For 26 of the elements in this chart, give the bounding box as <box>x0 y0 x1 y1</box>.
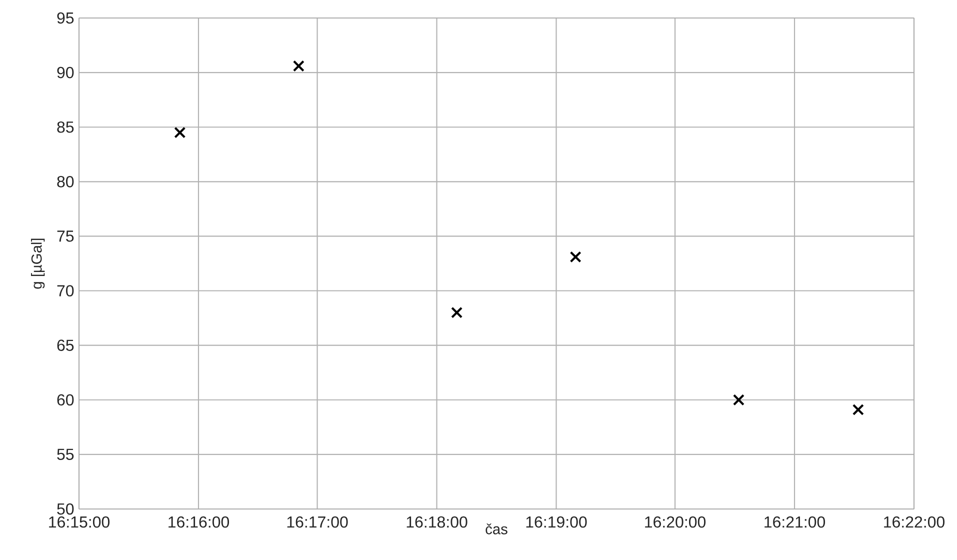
point <box>570 251 582 263</box>
x-axis-title: čas <box>486 524 508 534</box>
x-tick-label: 16:19:00 <box>526 516 587 528</box>
y-tick-label: 50 <box>57 503 74 515</box>
y-tick-label: 80 <box>57 176 74 188</box>
y-tick-label: 90 <box>57 66 74 78</box>
x-tick-label: 16:22:00 <box>884 516 945 528</box>
y-tick-label: 55 <box>57 448 74 460</box>
y-tick-label: 60 <box>57 394 74 406</box>
x-tick-label: 16:17:00 <box>287 516 348 528</box>
x-tick-label: 16:21:00 <box>764 516 826 528</box>
x-tick-label: 16:16:00 <box>168 516 230 528</box>
point <box>852 404 864 416</box>
point <box>451 306 463 318</box>
x-tick-label: 16:18:00 <box>406 516 468 528</box>
y-axis-title: g [µGal] <box>31 238 45 289</box>
y-tick-label: 75 <box>57 230 74 242</box>
point <box>174 126 186 138</box>
y-tick-label: 85 <box>57 121 74 133</box>
point <box>292 60 304 72</box>
point <box>732 394 744 406</box>
y-tick-label: 95 <box>57 12 74 24</box>
y-tick-label: 65 <box>57 340 74 351</box>
x-tick-label: 16:20:00 <box>645 516 706 528</box>
y-tick-label: 70 <box>57 285 74 296</box>
x-tick-label: 16:15:00 <box>49 516 110 528</box>
